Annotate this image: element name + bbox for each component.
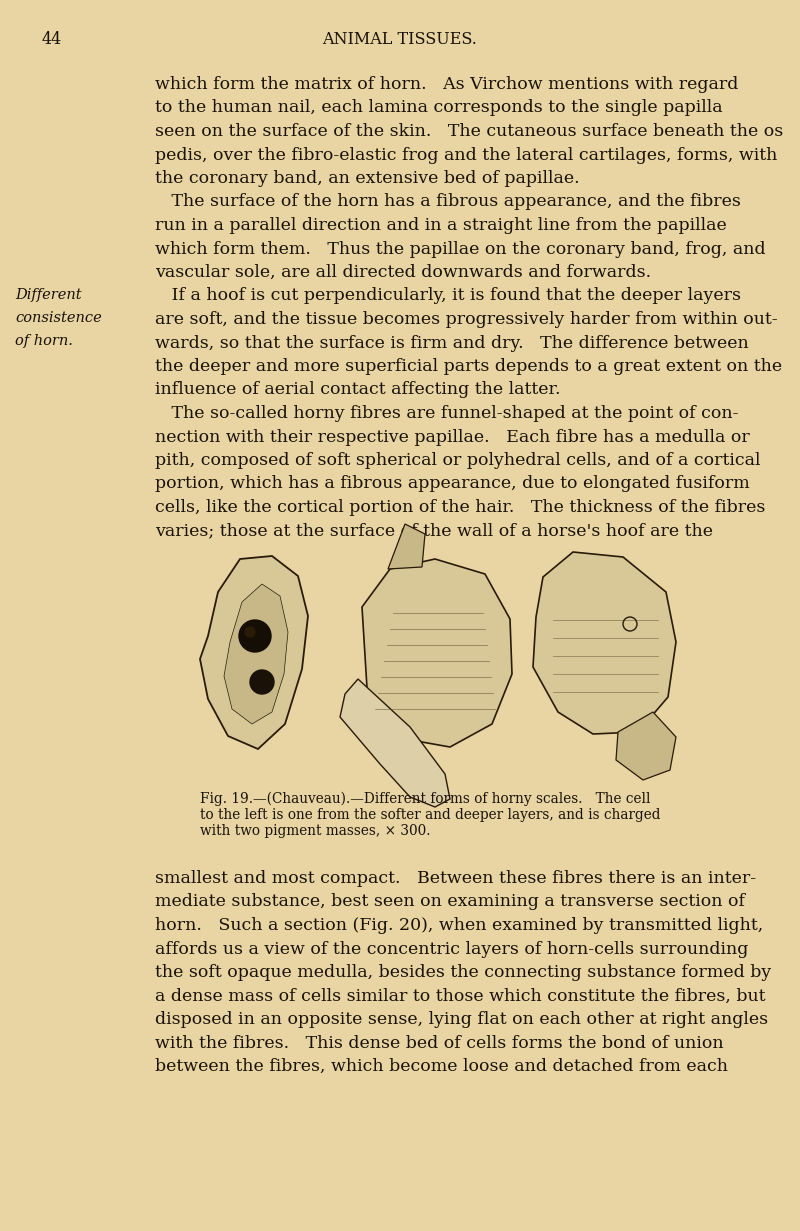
Text: are soft, and the tissue becomes progressively harder from within out-: are soft, and the tissue becomes progres…	[155, 311, 778, 327]
Text: which form the matrix of horn.   As Virchow mentions with regard: which form the matrix of horn. As Vircho…	[155, 76, 738, 94]
Polygon shape	[388, 524, 425, 569]
Text: a dense mass of cells similar to those which constitute the fibres, but: a dense mass of cells similar to those w…	[155, 987, 766, 1004]
Text: ANIMAL TISSUES.: ANIMAL TISSUES.	[322, 31, 478, 48]
Polygon shape	[224, 583, 288, 724]
Text: 44: 44	[42, 31, 62, 48]
Text: nection with their respective papillae.   Each fibre has a medulla or: nection with their respective papillae. …	[155, 428, 750, 446]
Text: cells, like the cortical portion of the hair.   The thickness of the fibres: cells, like the cortical portion of the …	[155, 499, 766, 516]
Text: The so-called horny fibres are funnel-shaped at the point of con-: The so-called horny fibres are funnel-sh…	[155, 405, 738, 422]
Text: run in a parallel direction and in a straight line from the papillae: run in a parallel direction and in a str…	[155, 217, 726, 234]
Text: pedis, over the fibro-elastic frog and the lateral cartilages, forms, with: pedis, over the fibro-elastic frog and t…	[155, 146, 778, 164]
Text: horn.   Such a section (Fig. 20), when examined by transmitted light,: horn. Such a section (Fig. 20), when exa…	[155, 917, 763, 934]
Text: If a hoof is cut perpendicularly, it is found that the deeper layers: If a hoof is cut perpendicularly, it is …	[155, 288, 741, 304]
Text: the deeper and more superficial parts depends to a great extent on the: the deeper and more superficial parts de…	[155, 358, 782, 375]
Text: Different: Different	[15, 288, 82, 302]
Text: to the human nail, each lamina corresponds to the single papilla: to the human nail, each lamina correspon…	[155, 100, 722, 117]
Text: which form them.   Thus the papillae on the coronary band, frog, and: which form them. Thus the papillae on th…	[155, 240, 766, 257]
Text: The surface of the horn has a fibrous appearance, and the fibres: The surface of the horn has a fibrous ap…	[155, 193, 741, 211]
Text: affords us a view of the concentric layers of horn-cells surrounding: affords us a view of the concentric laye…	[155, 940, 748, 958]
Text: influence of aerial contact affecting the latter.: influence of aerial contact affecting th…	[155, 382, 561, 399]
Text: with two pigment masses, × 300.: with two pigment masses, × 300.	[200, 824, 430, 838]
Text: seen on the surface of the skin.   The cutaneous surface beneath the os: seen on the surface of the skin. The cut…	[155, 123, 783, 140]
Polygon shape	[200, 556, 308, 748]
Circle shape	[239, 620, 271, 652]
Text: the coronary band, an extensive bed of papillae.: the coronary band, an extensive bed of p…	[155, 170, 580, 187]
Polygon shape	[340, 680, 450, 808]
Text: pith, composed of soft spherical or polyhedral cells, and of a cortical: pith, composed of soft spherical or poly…	[155, 452, 761, 469]
Circle shape	[250, 670, 274, 694]
Polygon shape	[533, 551, 676, 734]
Text: wards, so that the surface is firm and dry.   The difference between: wards, so that the surface is firm and d…	[155, 335, 749, 352]
Text: smallest and most compact.   Between these fibres there is an inter-: smallest and most compact. Between these…	[155, 870, 756, 888]
Text: to the left is one from the softer and deeper layers, and is charged: to the left is one from the softer and d…	[200, 808, 661, 822]
Text: with the fibres.   This dense bed of cells forms the bond of union: with the fibres. This dense bed of cells…	[155, 1034, 724, 1051]
Polygon shape	[616, 712, 676, 780]
Text: consistence: consistence	[15, 311, 102, 325]
Text: the soft opaque medulla, besides the connecting substance formed by: the soft opaque medulla, besides the con…	[155, 964, 771, 981]
Text: between the fibres, which become loose and detached from each: between the fibres, which become loose a…	[155, 1057, 728, 1075]
Text: disposed in an opposite sense, lying flat on each other at right angles: disposed in an opposite sense, lying fla…	[155, 1011, 768, 1028]
Text: portion, which has a fibrous appearance, due to elongated fusiform: portion, which has a fibrous appearance,…	[155, 475, 750, 492]
Polygon shape	[362, 559, 512, 747]
Text: mediate substance, best seen on examining a transverse section of: mediate substance, best seen on examinin…	[155, 894, 745, 911]
Text: of horn.: of horn.	[15, 335, 73, 348]
Text: Fig. 19.—(Chauveau).—Different forms of horny scales.   The cell: Fig. 19.—(Chauveau).—Different forms of …	[200, 792, 650, 806]
Text: varies; those at the surface of the wall of a horse's hoof are the: varies; those at the surface of the wall…	[155, 522, 713, 539]
Text: vascular sole, are all directed downwards and forwards.: vascular sole, are all directed downward…	[155, 263, 651, 281]
Circle shape	[245, 627, 255, 636]
